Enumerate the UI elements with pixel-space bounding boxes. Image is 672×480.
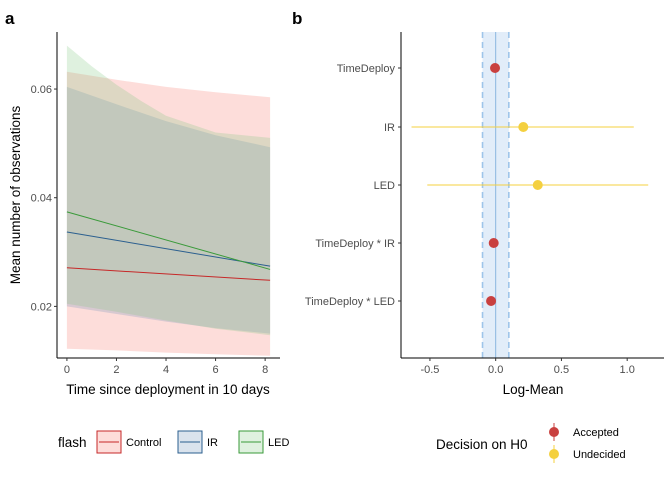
x-tick-label: 0.5 — [554, 364, 569, 376]
confidence-band-ir — [66, 86, 271, 334]
panel-a-y-ticks: 0.02 0.04 0.06 — [31, 84, 57, 313]
panel-b-x-axis-title: Log-Mean — [503, 382, 564, 397]
panel-b-rope-region — [481, 32, 510, 358]
y-tick-label: LED — [374, 180, 395, 192]
estimate-point — [486, 296, 497, 306]
panel-a: a 0 2 4 6 8 0.02 0.04 0.06 Time since deployme… — [5, 9, 289, 454]
series-line-control — [66, 267, 271, 281]
estimate-point — [490, 63, 501, 73]
x-tick-label: -0.5 — [420, 364, 439, 376]
y-tick-label: 0.02 — [31, 301, 52, 313]
x-tick-label: 0 — [64, 364, 70, 376]
legend-key-point-accepted — [549, 427, 559, 437]
panel-b-legend: Accepted Undecided — [549, 423, 626, 463]
x-tick-label: 8 — [262, 364, 268, 376]
panel-b-tag: b — [292, 9, 302, 28]
x-tick-label: 1.0 — [620, 364, 635, 376]
panel-a-legend-title: flash — [58, 435, 87, 450]
legend-label-accepted: Accepted — [573, 427, 619, 439]
x-tick-label: 2 — [113, 364, 119, 376]
panel-a-legend: Control IR LED — [96, 430, 289, 454]
x-tick-label: 0.0 — [488, 364, 503, 376]
panel-a-confidence-bands — [66, 45, 271, 356]
panel-a-x-ticks: 0 2 4 6 8 — [64, 358, 268, 376]
panel-b-estimates — [411, 63, 649, 306]
panel-a-tag: a — [5, 9, 15, 28]
series-line-ir — [66, 231, 271, 267]
panel-a-series-lines — [66, 211, 271, 281]
y-tick-label: TimeDeploy * IR — [315, 238, 395, 250]
x-tick-label: 4 — [163, 364, 169, 376]
y-tick-label: IR — [384, 122, 395, 134]
estimate-point — [518, 122, 529, 132]
estimate-point — [488, 238, 499, 248]
panel-b-y-ticks: TimeDeploy IR LED TimeDeploy * IR TimeDeploy… — [305, 63, 401, 308]
panel-b-legend-title: Decision on H0 — [436, 437, 528, 452]
confidence-band-control — [66, 71, 271, 356]
panel-b-x-ticks: -0.5 0.0 0.5 1.0 — [420, 358, 635, 376]
y-tick-label: 0.06 — [31, 84, 52, 96]
legend-label-led: LED — [268, 437, 289, 449]
legend-label-control: Control — [126, 437, 161, 449]
legend-label-undecided: Undecided — [573, 449, 626, 461]
confidence-band-led — [66, 45, 271, 336]
legend-key-point-undecided — [549, 449, 559, 459]
series-line-led — [66, 211, 271, 270]
panel-a-x-axis-title: Time since deployment in 10 days — [66, 382, 270, 397]
estimate-point — [532, 180, 543, 190]
legend-label-ir: IR — [207, 437, 218, 449]
panel-b: b -0.5 0.0 0.5 1.0 TimeDeployIRLEDTimeDeplo… — [292, 9, 664, 463]
x-tick-label: 6 — [213, 364, 219, 376]
panel-a-y-axis-title: Mean number of observations — [8, 105, 23, 284]
y-tick-label: 0.04 — [31, 193, 52, 205]
y-tick-label: TimeDeploy — [337, 63, 396, 75]
y-tick-label: TimeDeploy * LED — [305, 296, 395, 308]
